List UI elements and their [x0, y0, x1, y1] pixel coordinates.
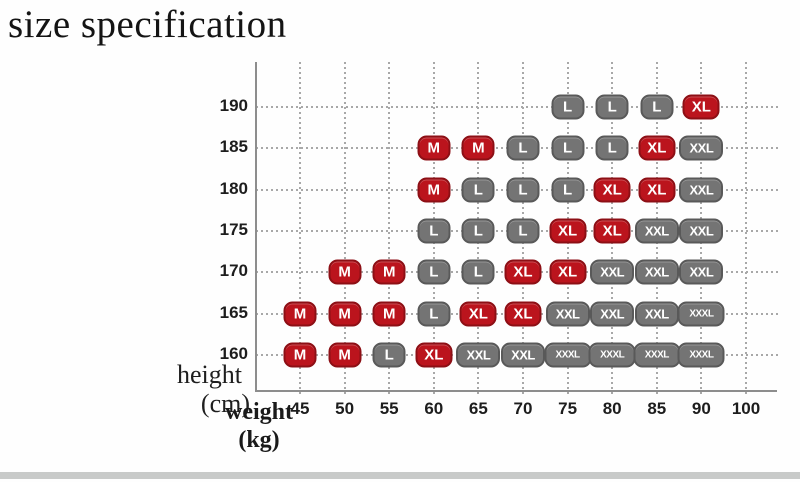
y-axis-label: height (cm) [130, 360, 250, 418]
size-badge-l: L [417, 301, 451, 326]
size-badge-l: L [551, 135, 585, 161]
size-badge-xl: XL [593, 218, 631, 244]
size-badge-xxl: XXL [679, 177, 724, 203]
size-badge-xxl: XXL [501, 342, 545, 368]
size-badge-m: M [461, 135, 495, 161]
size-badge-xl: XL [504, 259, 542, 285]
grid-vline [745, 62, 747, 397]
size-badge-l: L [461, 218, 495, 244]
size-badge-l: L [506, 135, 540, 161]
size-badge-l: L [506, 218, 540, 244]
size-badge-xl: XL [638, 135, 676, 161]
size-badge-xl: XL [459, 301, 497, 326]
x-axis-label-line1: weight [225, 399, 293, 425]
size-badge-m: M [372, 259, 406, 285]
x-tick-label: 50 [335, 399, 355, 418]
size-badge-xxxl: XXXL [633, 342, 681, 368]
size-badge-xl: XL [549, 218, 587, 244]
size-badge-m: M [372, 301, 406, 326]
size-badge-m: M [283, 342, 317, 368]
size-badge-m: M [328, 259, 362, 285]
size-badge-l: L [461, 259, 495, 285]
bottom-divider-bar [0, 472, 800, 479]
size-badge-xl: XL [504, 301, 542, 326]
x-tick-label: 65 [468, 399, 488, 418]
size-badge-l: L [506, 177, 540, 203]
x-tick-label: 70 [513, 399, 533, 418]
size-badge-xxl: XXL [634, 218, 679, 244]
x-tick-label: 100 [731, 399, 761, 418]
size-badge-xxxl: XXXL [677, 301, 725, 326]
y-axis-label-line2: (cm) [200, 389, 250, 418]
grid-vline [299, 62, 301, 397]
size-badge-l: L [417, 259, 451, 285]
size-badge-xl: XL [415, 342, 453, 368]
x-axis-label-line2: (kg) [238, 427, 280, 453]
size-badge-xxl: XXL [545, 301, 590, 326]
y-tick-label: 190 [219, 96, 248, 115]
grid-vline [388, 62, 391, 397]
y-tick-label: 185 [219, 137, 248, 157]
size-badge-l: L [640, 94, 674, 120]
size-badge-l: L [417, 218, 451, 244]
y-tick-label: 165 [219, 302, 248, 322]
size-badge-xxl: XXL [590, 259, 635, 285]
x-axis-line [255, 390, 777, 392]
x-axis-label: weight (kg) [204, 398, 314, 454]
size-badge-xxxl: XXXL [588, 342, 636, 368]
size-badge-l: L [551, 177, 585, 203]
x-tick-label: 45 [290, 399, 310, 418]
grid-vline [343, 62, 346, 397]
size-badge-xl: XL [682, 94, 720, 120]
size-badge-m: M [417, 135, 451, 161]
size-badge-l: L [595, 135, 629, 161]
grid-hline [256, 106, 778, 108]
size-badge-xxl: XXL [679, 259, 724, 285]
size-badge-m: M [283, 301, 317, 326]
size-badge-xl: XL [593, 177, 631, 203]
size-badge-l: L [551, 94, 585, 120]
size-badge-m: M [328, 301, 362, 326]
x-tick-label: 75 [558, 399, 578, 418]
size-badge-l: L [372, 342, 406, 368]
size-badge-xxl: XXL [634, 259, 679, 285]
y-tick-label: 170 [219, 261, 248, 281]
x-tick-label: 60 [424, 399, 444, 418]
x-tick-label: 85 [647, 399, 667, 418]
x-tick-label: 80 [602, 399, 622, 418]
size-badge-m: M [417, 177, 451, 203]
size-badge-xxxl: XXXL [677, 342, 725, 368]
y-axis-line [255, 62, 257, 391]
size-badge-m: M [328, 342, 362, 368]
size-badge-xxxl: XXXL [544, 342, 592, 368]
page-title: size specification [8, 3, 287, 46]
y-tick-label: 180 [219, 178, 248, 198]
size-badge-l: L [595, 94, 629, 120]
y-tick-label: 160 [219, 343, 248, 363]
size-badge-xl: XL [549, 259, 587, 285]
size-badge-xxl: XXL [679, 218, 724, 244]
size-badge-xxl: XXL [456, 342, 501, 368]
bottom-divider-bar-fill [0, 472, 800, 479]
size-badge-xxl: XXL [590, 301, 635, 326]
size-badge-l: L [461, 177, 495, 203]
size-badge-xl: XL [638, 177, 676, 203]
x-tick-label: 90 [691, 399, 711, 418]
y-axis-label-line1: height [177, 360, 242, 389]
y-tick-label: 175 [219, 219, 248, 239]
size-badge-xxl: XXL [679, 135, 724, 161]
size-badge-xxl: XXL [634, 301, 679, 326]
x-tick-label: 55 [379, 399, 399, 418]
